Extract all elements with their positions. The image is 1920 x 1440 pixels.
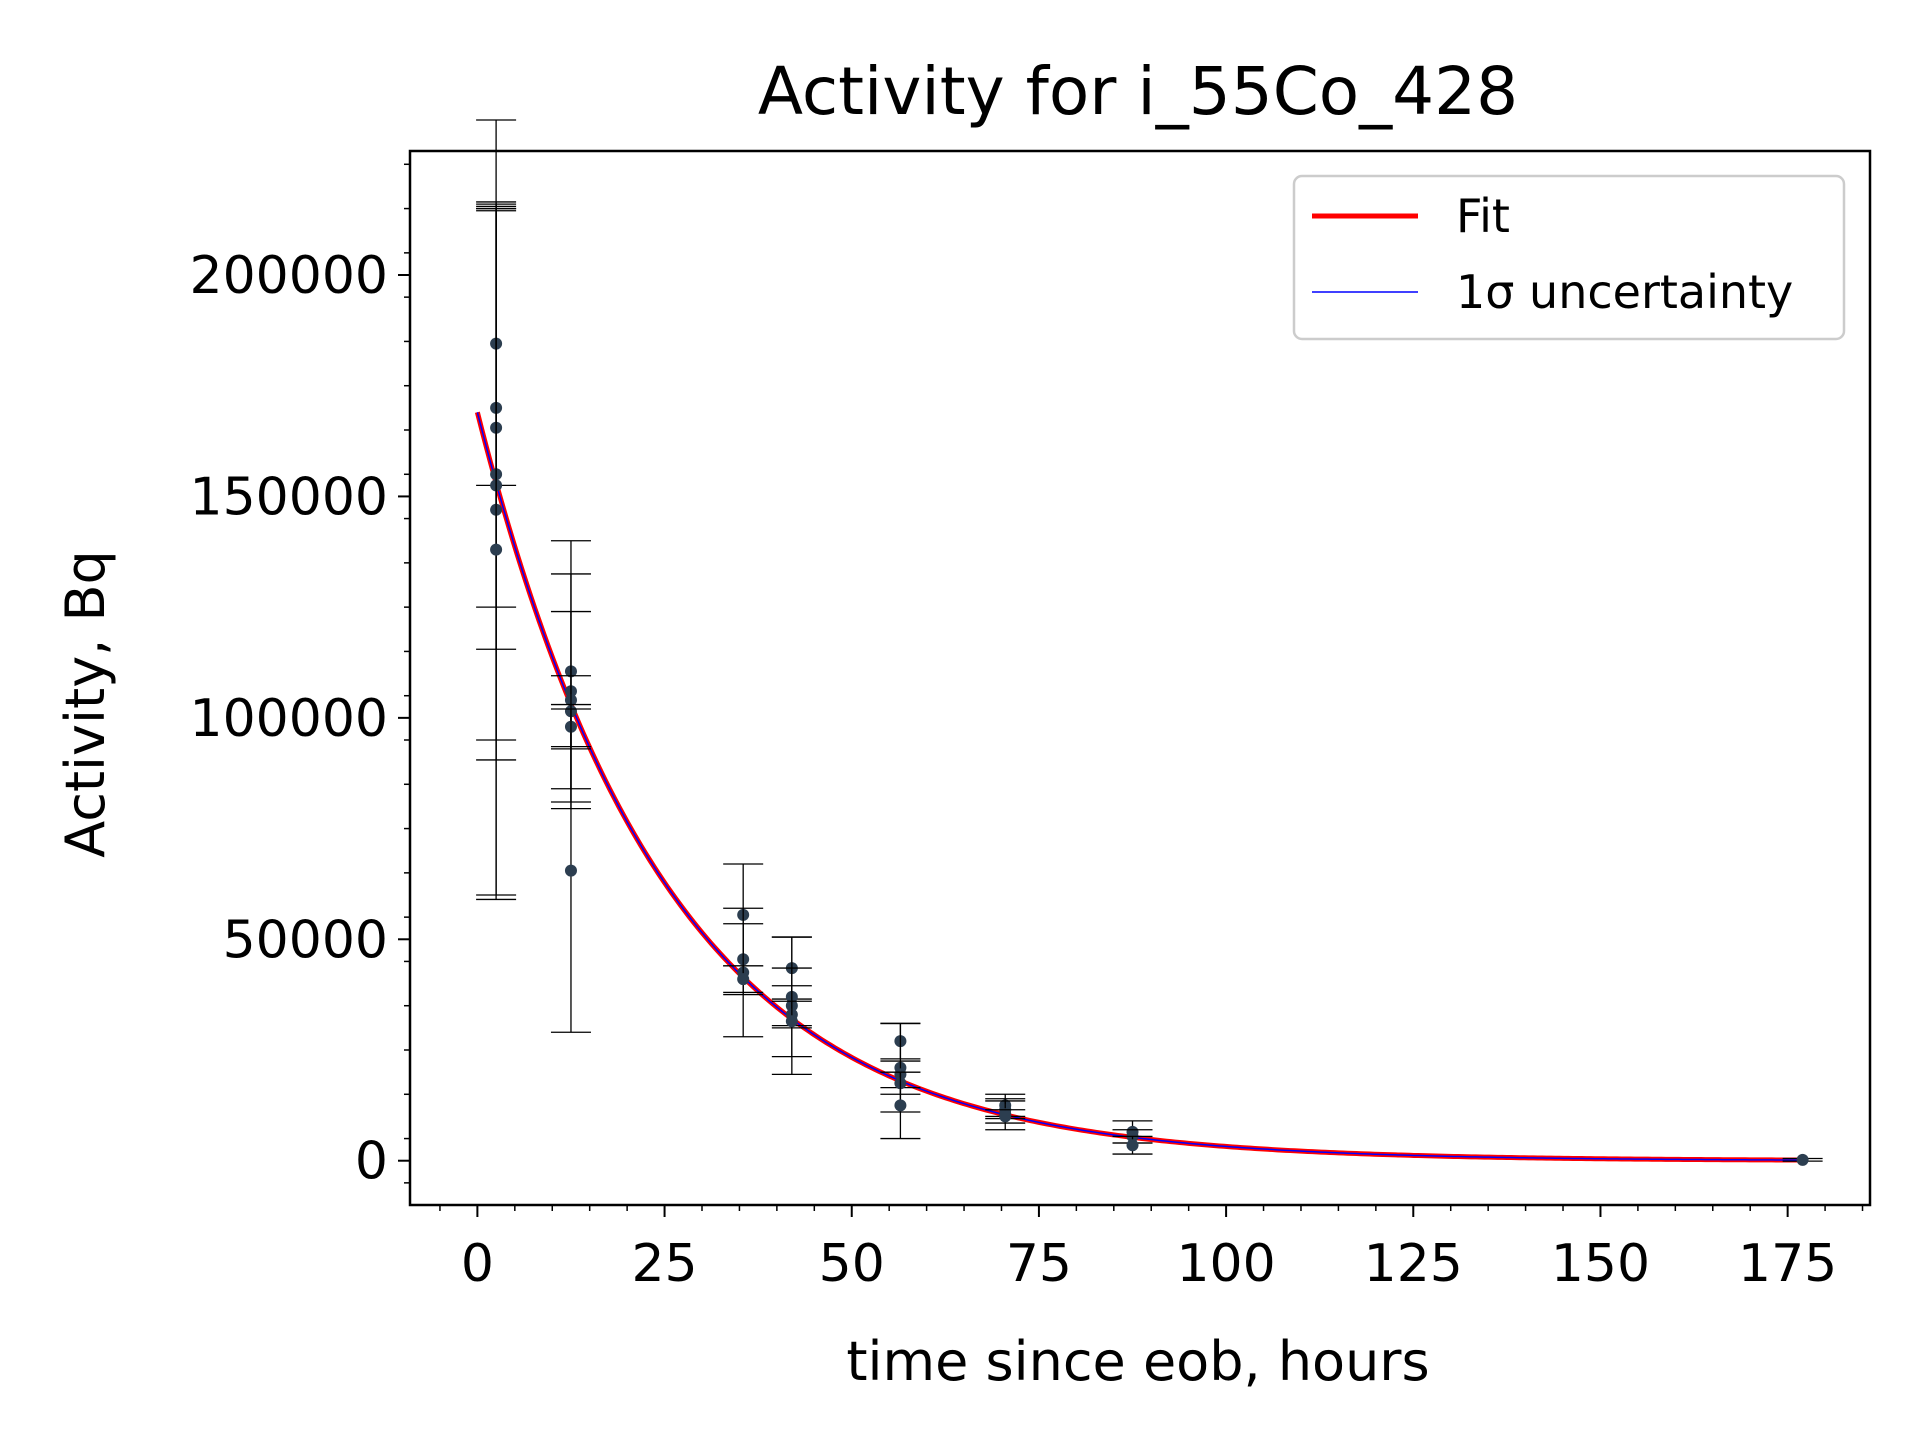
data-point: [737, 973, 750, 986]
x-tick-label: 50: [819, 1234, 885, 1294]
chart-title: Activity for i_55Co_428: [758, 53, 1518, 130]
plot-marks: [474, 119, 1823, 1166]
x-tick-label: 125: [1364, 1234, 1463, 1294]
y-tick-label: 50000: [223, 910, 388, 970]
y-tick-label: 200000: [189, 246, 388, 306]
uncertainty-curve: [476, 412, 1803, 1161]
legend-box: [1292, 174, 1846, 341]
legend-fit-label: Fit: [1456, 189, 1510, 243]
data-point: [894, 1099, 907, 1112]
x-tick-label: 100: [1176, 1234, 1275, 1294]
x-tick-label: 0: [461, 1234, 494, 1294]
data-point: [490, 543, 503, 556]
x-tick-label: 75: [1006, 1234, 1072, 1294]
x-axis-label: time since eob, hours: [846, 1330, 1429, 1393]
plot-frame: [408, 149, 1872, 1207]
x-tick-label: 175: [1738, 1234, 1837, 1294]
y-tick-label: 100000: [189, 689, 388, 749]
legend-uncertainty-label: 1σ uncertainty: [1456, 265, 1793, 319]
x-tick-label: 25: [631, 1234, 697, 1294]
y-tick-label: 0: [355, 1132, 388, 1192]
data-point: [785, 1015, 798, 1028]
x-tick-label: 150: [1551, 1234, 1650, 1294]
data-point: [1126, 1139, 1139, 1152]
y-axis-label: Activity, Bq: [54, 550, 117, 858]
data-point: [1796, 1153, 1809, 1166]
fit-curve: [474, 411, 1803, 1163]
y-tick-label: 150000: [189, 467, 388, 527]
data-point: [999, 1110, 1012, 1123]
data-point: [564, 864, 577, 877]
legend: Fit 1σ uncertainty: [1292, 174, 1846, 341]
axis-ticks: 0 25 50 75 100 125 150 175 0 50000 100000 150000 200…: [189, 163, 1864, 1294]
